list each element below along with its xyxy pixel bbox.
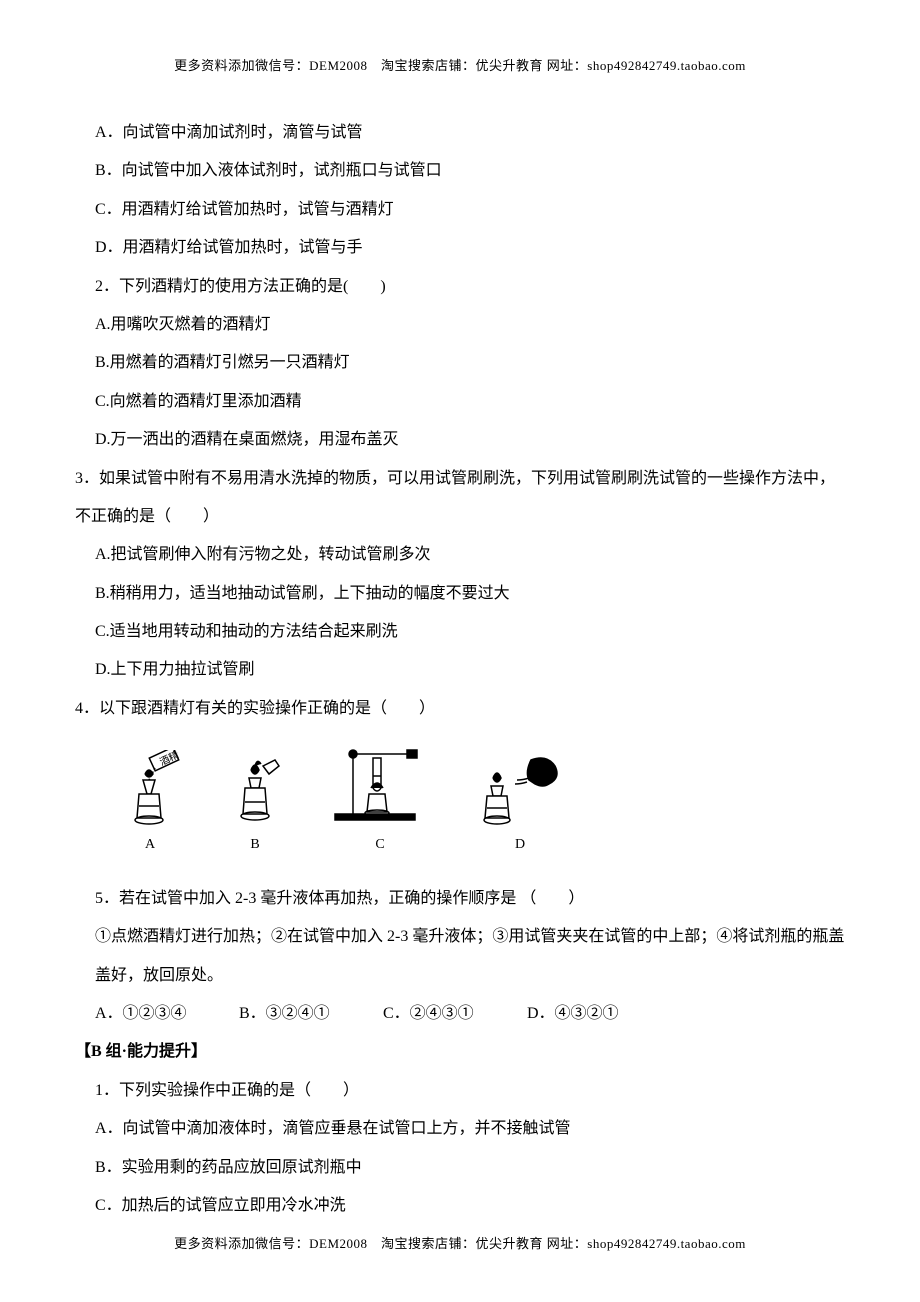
figure-d-label: D [515, 828, 525, 862]
q2-option-d: D.万一洒出的酒精在桌面燃烧，用湿布盖灭 [75, 421, 845, 459]
page-header: 更多资料添加微信号：DEM2008 淘宝搜索店铺：优尖升教育 网址：shop49… [75, 55, 845, 74]
q3-option-d: D.上下用力抽拉试管刷 [75, 651, 845, 689]
figure-a: 酒精 A [115, 750, 185, 862]
q5-opt-a: A．①②③④ [95, 995, 235, 1033]
b-q1-option-b: B．实验用剩的药品应放回原试剂瓶中 [75, 1149, 845, 1187]
option-c: C．用酒精灯给试管加热时，试管与酒精灯 [75, 191, 845, 229]
section-b-heading: 【B 组·能力提升】 [75, 1033, 845, 1071]
q5-options: A．①②③④ B．③②④① C．②④③① D．④③②① [75, 995, 845, 1033]
q5-opt-c: C．②④③① [383, 995, 523, 1033]
question-2: 2．下列酒精灯的使用方法正确的是( ) [75, 268, 845, 306]
q5-opt-d: D．④③②① [527, 995, 667, 1033]
b-q1-option-a: A．向试管中滴加液体时，滴管应垂悬在试管口上方，并不接触试管 [75, 1110, 845, 1148]
b-q1-option-c: C．加热后的试管应立即用冷水冲洗 [75, 1187, 845, 1225]
option-b: B．向试管中加入液体试剂时，试剂瓶口与试管口 [75, 152, 845, 190]
question-4: 4．以下跟酒精灯有关的实验操作正确的是（ ） [75, 690, 845, 728]
figure-b: B [225, 758, 285, 862]
question-5: 5．若在试管中加入 2-3 毫升液体再加热，正确的操作顺序是 （ ） [75, 880, 845, 918]
q3-option-b: B.稍稍用力，适当地抽动试管刷，上下抽动的幅度不要过大 [75, 575, 845, 613]
page-footer: 更多资料添加微信号：DEM2008 淘宝搜索店铺：优尖升教育 网址：shop49… [75, 1233, 845, 1252]
figure-b-label: B [250, 828, 259, 862]
q2-option-b: B.用燃着的酒精灯引燃另一只酒精灯 [75, 344, 845, 382]
document-body: A．向试管中滴加试剂时，滴管与试管 B．向试管中加入液体试剂时，试剂瓶口与试管口… [75, 114, 845, 1225]
q2-option-c: C.向燃着的酒精灯里添加酒精 [75, 383, 845, 421]
figure-a-label: A [145, 828, 155, 862]
q3-option-a: A.把试管刷伸入附有污物之处，转动试管刷多次 [75, 536, 845, 574]
figure-c-label: C [375, 828, 384, 862]
q2-option-a: A.用嘴吹灭燃着的酒精灯 [75, 306, 845, 344]
option-a: A．向试管中滴加试剂时，滴管与试管 [75, 114, 845, 152]
figure-row: 酒精 A [75, 728, 845, 880]
b-question-1: 1．下列实验操作中正确的是（ ） [75, 1072, 845, 1110]
q3-option-c: C.适当地用转动和抽动的方法结合起来刷洗 [75, 613, 845, 651]
figure-d: D [475, 756, 565, 862]
question-3: 3．如果试管中附有不易用清水洗掉的物质，可以用试管刷刷洗，下列用试管刷刷洗试管的… [75, 460, 845, 537]
q5-steps: ①点燃酒精灯进行加热；②在试管中加入 2-3 毫升液体；③用试管夹夹在试管的中上… [75, 918, 845, 995]
figure-c: C [325, 740, 435, 862]
option-d: D．用酒精灯给试管加热时，试管与手 [75, 229, 845, 267]
q5-opt-b: B．③②④① [239, 995, 379, 1033]
